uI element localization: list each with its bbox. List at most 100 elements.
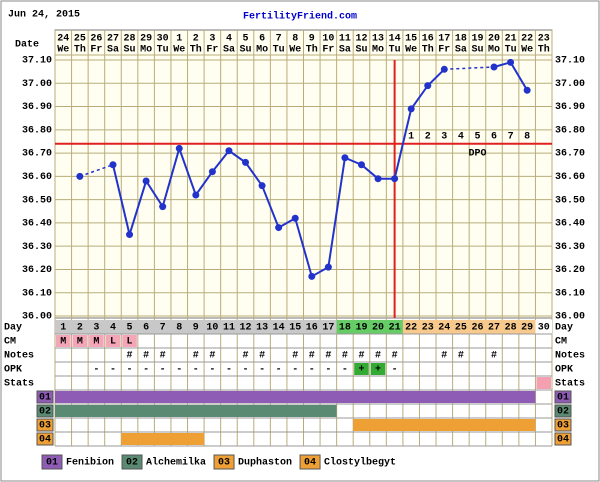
row-value: - [325, 365, 331, 376]
y-tick-label: 36.30 [22, 242, 52, 253]
row-fill [354, 363, 369, 375]
date-number: 14 [389, 34, 401, 45]
temperature-point [76, 172, 84, 180]
dpo-number: 5 [474, 132, 480, 143]
legend-swatch [121, 454, 143, 470]
medication-code-box [36, 418, 54, 432]
row-label-right: Stats [555, 379, 585, 390]
y-tick-label: 36.00 [22, 312, 52, 323]
date-number: 18 [455, 34, 467, 45]
weekday: Fr [322, 45, 334, 56]
row-value: # [491, 351, 497, 362]
weekday: Tu [273, 45, 285, 56]
medication-code-right: 04 [557, 435, 569, 446]
dpo-number: 2 [425, 132, 431, 143]
row-value: - [392, 365, 398, 376]
row-value: # [143, 351, 149, 362]
weekday: Su [355, 45, 367, 56]
day-number: 26 [471, 323, 483, 334]
weekday: We [405, 45, 417, 56]
day-number: 11 [223, 323, 235, 334]
date-number: 7 [276, 34, 282, 45]
row-fill [56, 335, 71, 347]
row-value: - [110, 365, 116, 376]
row-value: - [127, 365, 133, 376]
dpo-label: DPO [468, 149, 486, 160]
weekday: Tu [505, 45, 517, 56]
weekday: Mo [140, 45, 152, 56]
y-tick-label: 36.10 [22, 288, 52, 299]
temperature-point [357, 161, 365, 169]
weekday: We [57, 45, 69, 56]
temperature-point [440, 65, 448, 73]
legend-code: 01 [46, 458, 58, 469]
row-fill [89, 335, 104, 347]
y-tick-label-right: 36.70 [555, 149, 585, 160]
temperature-point [308, 272, 316, 280]
row-value: L [127, 337, 133, 348]
day-number: 13 [256, 323, 268, 334]
weekday: Th [190, 44, 202, 56]
temperature-point [225, 147, 233, 155]
y-tick-label-right: 36.50 [555, 195, 585, 206]
row-value: + [358, 365, 364, 376]
dpo-number: 7 [508, 132, 514, 143]
medication-code-box [36, 390, 54, 404]
legend-name: Alchemilka [146, 457, 206, 469]
row-value: M [60, 337, 66, 348]
row-fill [105, 335, 121, 347]
legend-name: Clostylbegyt [324, 457, 396, 469]
temperature-point [424, 82, 432, 90]
legend-name: Duphaston [238, 457, 292, 469]
day-number: 20 [372, 323, 384, 334]
chart-date: Jun 24, 2015 [8, 10, 80, 21]
temperature-point [407, 105, 415, 113]
temperature-point [142, 177, 150, 185]
row-value: - [209, 365, 215, 376]
y-tick-label-right: 37.00 [555, 79, 585, 90]
medication-bar [55, 405, 337, 417]
temperature-point [275, 224, 283, 232]
date-number: 15 [405, 34, 417, 45]
y-tick-label-right: 36.00 [555, 312, 585, 323]
legend-swatch [41, 454, 63, 470]
legend-code: 03 [218, 458, 230, 469]
temperature-point [159, 203, 167, 211]
y-tick-label-right: 37.10 [555, 56, 585, 67]
medication-code-box [36, 432, 54, 446]
legend-code: 02 [126, 458, 138, 469]
temperature-point [374, 175, 382, 183]
row-value: # [325, 351, 331, 362]
row-value: - [342, 365, 348, 376]
weekday: Fr [90, 45, 102, 56]
row-value: - [176, 365, 182, 376]
date-number: 10 [322, 34, 334, 45]
day-number: 28 [505, 323, 517, 334]
medication-code: 01 [39, 393, 51, 404]
legend-swatch [213, 454, 235, 470]
row-value: - [160, 365, 166, 376]
row-label-right: CM [555, 337, 567, 348]
day-number: 14 [273, 323, 285, 334]
row-value: + [375, 365, 381, 376]
medication-code: 04 [39, 435, 51, 446]
row-label: OPK [4, 365, 22, 376]
day-number: 17 [322, 323, 334, 334]
day-number: 27 [488, 323, 500, 334]
row-value: M [93, 337, 99, 348]
weekday: Su [124, 45, 136, 56]
row-value: # [441, 351, 447, 362]
temperature-point [109, 161, 117, 169]
day-number: 4 [110, 323, 116, 334]
day-phase [535, 320, 552, 334]
row-value: # [342, 351, 348, 362]
y-tick-label-right: 36.30 [555, 242, 585, 253]
row-value: - [292, 365, 298, 376]
row-value: # [358, 351, 364, 362]
day-number: 6 [143, 323, 149, 334]
day-number: 12 [240, 323, 252, 334]
date-number: 9 [309, 34, 315, 45]
date-number: 22 [521, 34, 533, 45]
row-value: # [193, 351, 199, 362]
